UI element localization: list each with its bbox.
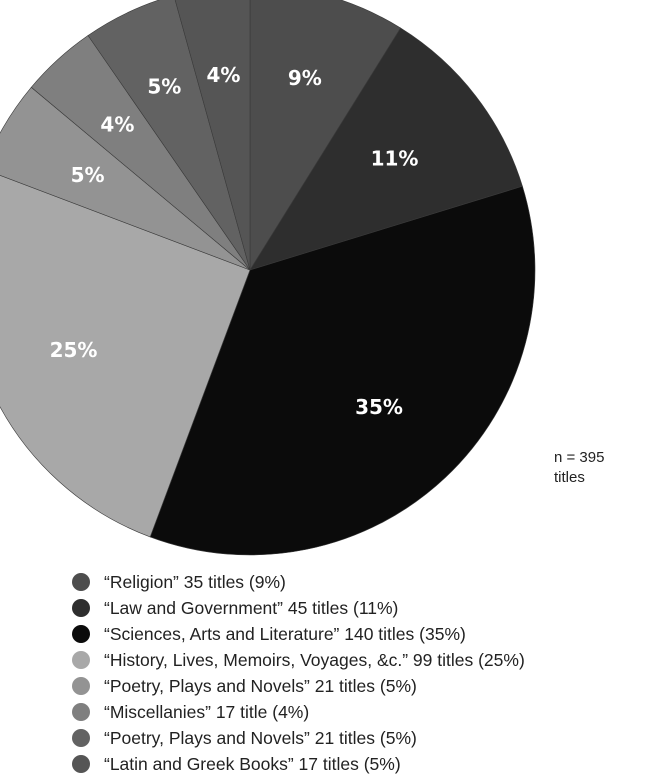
legend-swatch-1 <box>72 573 90 591</box>
legend-swatch-6 <box>72 703 90 721</box>
legend-swatch-4 <box>72 651 90 669</box>
pie-slice-1 <box>249 0 402 272</box>
legend-label-8: “Latin and Greek Books” 17 titles (5%) <box>104 753 401 774</box>
legend-item-5: “Poetry, Plays and Novels” 21 titles (5%… <box>72 673 525 699</box>
legend-item-7: “Poetry, Plays and Novels” 21 titles (5%… <box>72 725 525 751</box>
slice-label-2: 11% <box>371 147 419 171</box>
legend-item-6: “Miscellanies” 17 title (4%) <box>72 699 525 725</box>
slice-label-7: 5% <box>147 75 181 99</box>
legend-label-7: “Poetry, Plays and Novels” 21 titles (5%… <box>104 727 417 748</box>
pie-slice-3 <box>149 185 536 556</box>
legend-label-2: “Law and Government” 45 titles (11%) <box>104 597 399 618</box>
slice-label-6: 4% <box>100 113 134 137</box>
legend-label-4: “History, Lives, Memoirs, Voyages, &c.” … <box>104 649 525 670</box>
slice-label-1: 9% <box>288 66 322 90</box>
legend-label-3: “Sciences, Arts and Literature” 140 titl… <box>104 623 466 644</box>
slice-label-8: 4% <box>207 63 241 87</box>
pie-chart: 9% 11% 35% 25% 5% 4% 5% 4% <box>0 0 536 556</box>
slice-label-3: 35% <box>355 395 403 419</box>
sample-size-line-1: n = 395 <box>554 449 605 466</box>
legend-item-8: “Latin and Greek Books” 17 titles (5%) <box>72 751 525 777</box>
legend-item-2: “Law and Government” 45 titles (11%) <box>72 595 525 621</box>
legend-swatch-8 <box>72 755 90 773</box>
pie-slice-4 <box>0 175 251 538</box>
pie-slice-8 <box>174 0 251 271</box>
legend-label-6: “Miscellanies” 17 title (4%) <box>104 701 310 722</box>
legend-item-3: “Sciences, Arts and Literature” 140 titl… <box>72 621 525 647</box>
legend-label-5: “Poetry, Plays and Novels” 21 titles (5%… <box>104 675 417 696</box>
sample-size-line-2: titles <box>554 469 585 486</box>
legend: “Religion” 35 titles (9%) “Law and Govern… <box>72 569 525 777</box>
pie-slice-7 <box>87 0 251 271</box>
legend-swatch-7 <box>72 729 90 747</box>
pie-slice-2 <box>249 27 523 271</box>
legend-swatch-5 <box>72 677 90 695</box>
legend-swatch-3 <box>72 625 90 643</box>
sample-size-note: n = 395 titles <box>554 448 604 488</box>
slice-label-5: 5% <box>71 163 105 187</box>
legend-label-1: “Religion” 35 titles (9%) <box>104 571 286 592</box>
legend-swatch-2 <box>72 599 90 617</box>
legend-item-1: “Religion” 35 titles (9%) <box>72 569 525 595</box>
slice-label-4: 25% <box>50 338 98 362</box>
legend-item-4: “History, Lives, Memoirs, Voyages, &c.” … <box>72 647 525 673</box>
